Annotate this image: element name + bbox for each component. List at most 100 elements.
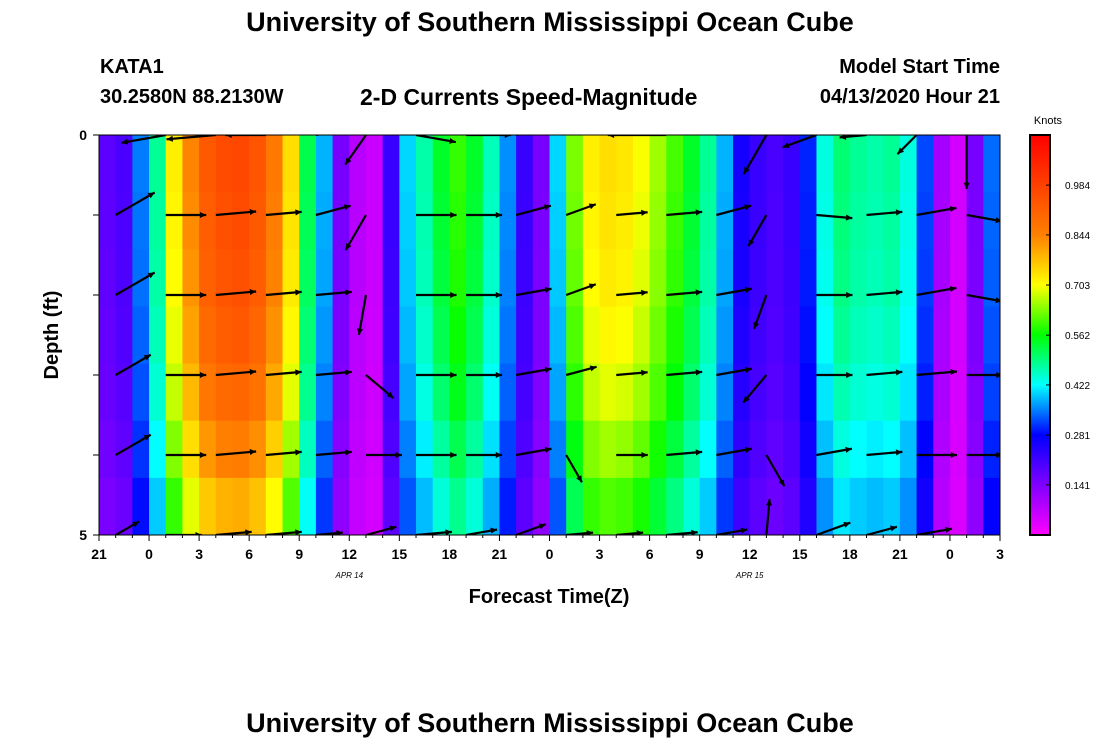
heatmap-cell	[949, 249, 968, 308]
current-vector	[165, 451, 207, 459]
heatmap-cell	[649, 306, 667, 365]
vector-head	[995, 297, 1000, 304]
current-vector	[565, 283, 597, 297]
heatmap-cell	[933, 192, 951, 250]
heatmap-cell	[282, 363, 300, 422]
heatmap-cell	[616, 306, 634, 365]
heatmap-cell	[499, 306, 517, 365]
current-vector	[716, 135, 719, 136]
heatmap-cell	[733, 249, 751, 308]
heatmap-cell	[682, 306, 701, 365]
heatmap-cell	[699, 135, 717, 193]
heatmap-cell	[532, 477, 551, 535]
heatmap-cell	[249, 363, 267, 422]
heatmap-cell	[983, 306, 1000, 365]
heatmap-cell	[299, 192, 317, 250]
heatmap-cell	[833, 135, 851, 193]
heatmap-cell	[282, 135, 300, 193]
heatmap-cell	[816, 135, 834, 193]
heatmap-cell	[682, 363, 701, 422]
heatmap-cell	[199, 135, 217, 193]
current-vector	[466, 371, 503, 379]
heatmap-cell	[399, 135, 417, 193]
heatmap-cell	[849, 135, 868, 193]
heatmap-cell	[132, 135, 150, 193]
vector-head	[345, 157, 352, 165]
heatmap-cell	[215, 249, 234, 308]
current-vector	[616, 369, 648, 377]
heatmap-cell	[532, 249, 551, 308]
current-vector	[916, 368, 958, 377]
heatmap-cell	[249, 135, 267, 193]
heatmap-cell	[849, 363, 868, 422]
heatmap-cell	[432, 249, 450, 308]
x-tick-label: 3	[996, 546, 1004, 562]
x-tick-label: 12	[742, 546, 758, 562]
heatmap-cell	[716, 477, 734, 535]
vector-head	[544, 366, 552, 373]
vector-head	[765, 499, 773, 506]
heatmap-cell	[232, 477, 250, 535]
current-vector	[816, 291, 853, 299]
y-axis-label: Depth (ft)	[41, 291, 63, 380]
heatmap-cell	[215, 477, 234, 535]
heatmap-cell	[699, 477, 717, 535]
heatmap-cell	[1000, 192, 1017, 250]
vector-head	[895, 209, 903, 216]
heatmap-cell	[332, 420, 350, 479]
heatmap-cell	[783, 363, 801, 422]
current-vector	[516, 135, 521, 137]
heatmap-cell	[799, 477, 818, 535]
vector-head	[782, 142, 790, 149]
footer-title: University of Southern Mississippi Ocean…	[246, 708, 854, 738]
current-vector	[466, 211, 503, 219]
current-vector	[747, 214, 768, 247]
vector-head	[450, 211, 457, 219]
heatmap-cell	[582, 306, 601, 365]
heatmap-cell	[599, 192, 617, 250]
heatmap-cell	[99, 363, 117, 422]
vector-head	[147, 272, 155, 279]
heatmap-cell	[632, 420, 651, 479]
heatmap-cell	[733, 477, 751, 535]
vector-head	[445, 529, 452, 535]
heatmap-cell	[299, 306, 317, 365]
current-vector	[716, 286, 752, 297]
current-vector	[115, 135, 118, 136]
heatmap-cell	[833, 477, 851, 535]
vector-head	[996, 371, 1000, 379]
heatmap-cell	[766, 135, 784, 193]
heatmap-cell	[599, 363, 617, 422]
current-vector	[215, 208, 257, 217]
plot-title: 2-D Currents Speed-Magnitude	[360, 84, 698, 110]
heatmap-cell	[132, 477, 150, 535]
heatmap-cell	[766, 477, 784, 535]
heatmap-cell	[232, 135, 250, 193]
heatmap-cell	[883, 192, 901, 250]
vector-head	[199, 371, 207, 379]
heatmap-cell	[566, 135, 584, 193]
heatmap-cell	[749, 306, 768, 365]
heatmap-cell	[716, 135, 734, 193]
vector-head	[641, 209, 648, 216]
current-vector	[515, 366, 552, 377]
vector-head	[995, 217, 1000, 224]
vector-head	[345, 289, 352, 296]
current-vector	[225, 135, 266, 139]
heatmap-cell	[833, 306, 851, 365]
heatmap-cell	[716, 306, 734, 365]
heatmap-cell	[115, 306, 133, 365]
vector-head	[544, 446, 552, 453]
heatmap-cell	[516, 363, 534, 422]
colorbar-unit-label: Knots	[1034, 115, 1063, 127]
heatmap-cell	[549, 420, 567, 479]
heatmap-cell	[549, 363, 567, 422]
heatmap-cell	[315, 477, 334, 535]
heatmap-cell	[482, 306, 501, 365]
heatmap-cell	[199, 249, 217, 308]
vector-head	[495, 371, 503, 379]
heatmap-cell	[582, 363, 601, 422]
heatmap-cell	[149, 477, 167, 535]
heatmap-cell	[983, 249, 1000, 308]
vector-head	[147, 192, 155, 199]
